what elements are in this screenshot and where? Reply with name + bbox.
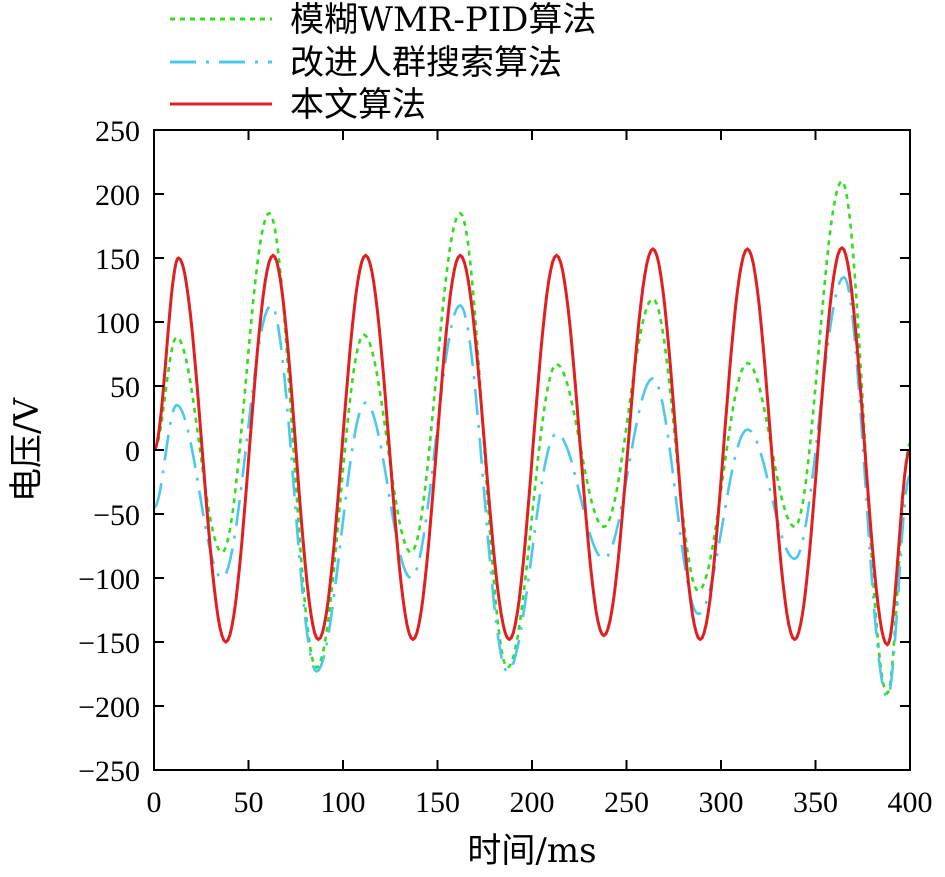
- y-tick-label: 200: [95, 179, 140, 212]
- legend: 模糊WMR-PID算法 改进人群搜索算法 本文算法: [170, 0, 596, 125]
- y-axis-title: 电压/V: [7, 397, 47, 502]
- y-tick-label: −250: [78, 755, 140, 788]
- legend-label-proposed-algorithm: 本文算法: [290, 85, 426, 125]
- y-tick-label: 150: [95, 243, 140, 276]
- series-line-1: [153, 275, 911, 699]
- x-tick-label: 100: [321, 786, 366, 819]
- x-tick-label: 200: [510, 786, 555, 819]
- series-line-0: [153, 179, 912, 696]
- x-tick-label: 150: [415, 786, 460, 819]
- y-axis: 250 200 150 100 50 0 −50 −100 −150 −200 −250: [78, 115, 910, 788]
- y-tick-label: 50: [110, 371, 140, 404]
- y-tick-label: 0: [125, 435, 140, 468]
- x-tick-label: 50: [234, 786, 264, 819]
- x-tick-label: 300: [699, 786, 744, 819]
- series-line-2: [153, 245, 911, 647]
- x-tick-label: 350: [793, 786, 838, 819]
- y-tick-label: 100: [95, 307, 140, 340]
- y-tick-label: −200: [78, 691, 140, 724]
- legend-label-improved-crowd-search: 改进人群搜索算法: [290, 43, 562, 83]
- y-tick-label: −150: [78, 627, 140, 660]
- y-tick-label: −100: [78, 563, 140, 596]
- x-tick-label: 250: [604, 786, 649, 819]
- x-axis-title: 时间/ms: [467, 831, 596, 871]
- x-tick-label: 400: [888, 786, 933, 819]
- y-tick-label: −50: [93, 499, 140, 532]
- x-tick-label: 0: [147, 786, 162, 819]
- y-tick-label: 250: [95, 115, 140, 148]
- x-axis: 0 50 100 150 200 250 300 350 400: [147, 130, 933, 819]
- plot-area: [153, 179, 912, 699]
- legend-label-fuzzy-wmr-pid: 模糊WMR-PID算法: [290, 0, 596, 40]
